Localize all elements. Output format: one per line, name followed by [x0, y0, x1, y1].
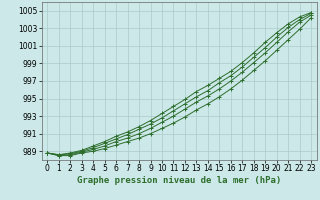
- X-axis label: Graphe pression niveau de la mer (hPa): Graphe pression niveau de la mer (hPa): [77, 176, 281, 185]
